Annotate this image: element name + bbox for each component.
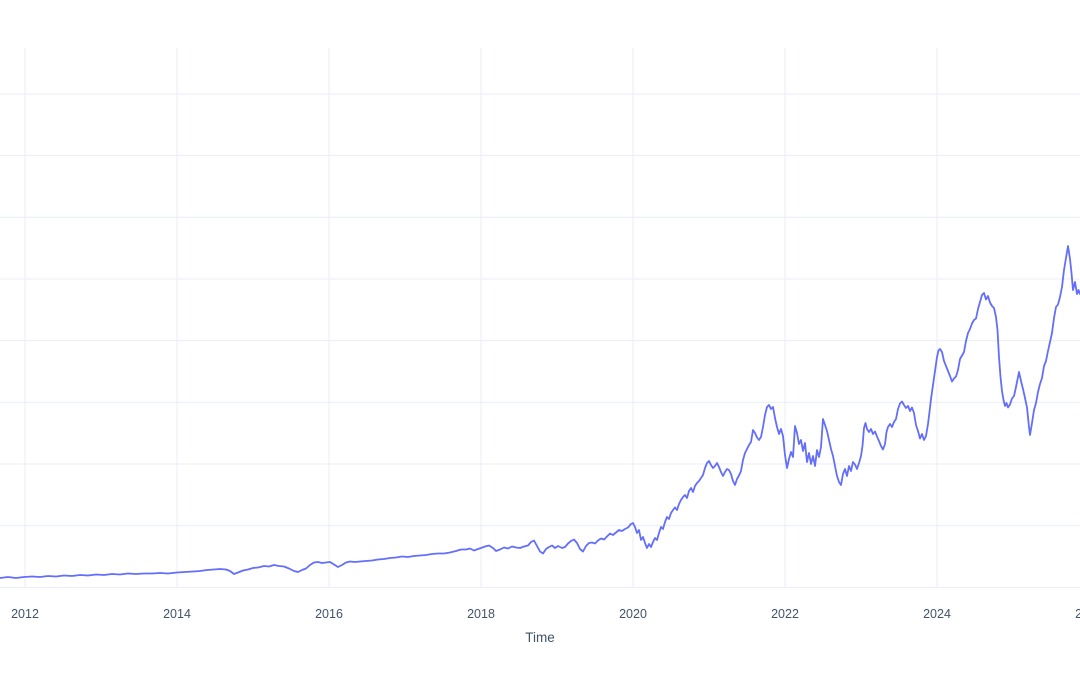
- x-gridlines: [24, 48, 938, 588]
- x-tick-label: 2012: [11, 607, 39, 621]
- x-tick-label: 2018: [467, 607, 495, 621]
- x-tick-label: 2026: [1075, 607, 1080, 621]
- x-tick-label: 2016: [315, 607, 343, 621]
- x-tick-label: 2014: [163, 607, 191, 621]
- x-tick-label: 2024: [923, 607, 951, 621]
- y-gridlines: [0, 93, 1080, 588]
- x-tick-label: 2022: [771, 607, 799, 621]
- series-line: [0, 245, 1080, 579]
- x-tick-label: 2020: [619, 607, 647, 621]
- x-axis-title: Time: [525, 630, 555, 645]
- x-tick-labels: 2012 2014 2016 2018 2020 2022 2024 2026: [11, 607, 1080, 621]
